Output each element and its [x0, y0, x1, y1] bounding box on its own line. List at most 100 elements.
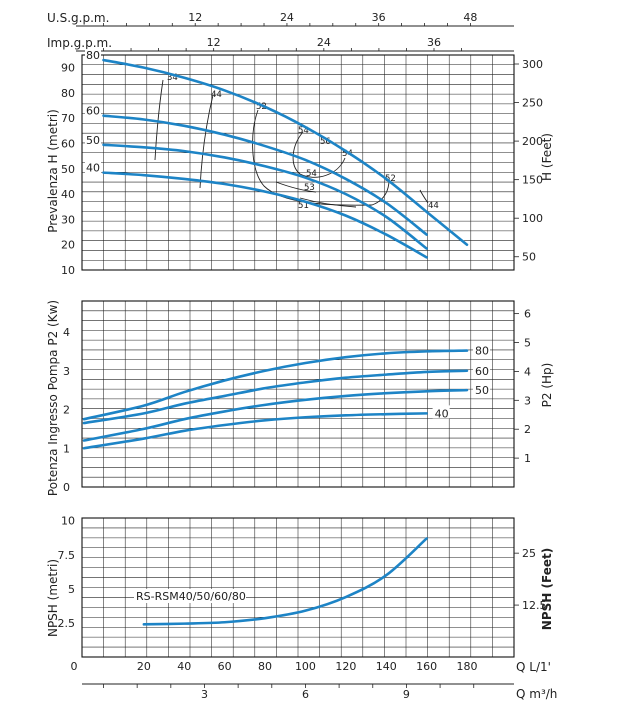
impgpm-tick-label: 12	[207, 36, 221, 49]
impgpm-tick-label: 24	[317, 36, 331, 49]
power-curve-label: 40	[435, 407, 449, 420]
power-curve-label: 60	[475, 365, 489, 378]
flow-lmin-tick-label: 140	[376, 660, 397, 673]
efficiency-contour-54-loop	[292, 131, 346, 178]
impgpm-tick-label: 36	[427, 36, 441, 49]
performance-curves: 80 60 50 40 80 60 50 40	[82, 49, 490, 626]
head-curve-label: 50	[86, 134, 100, 147]
panel-frame	[81, 517, 515, 658]
head-curve-60	[102, 114, 428, 236]
efficiency-labels: 34 44 52 54 56 54 53 51 52 44 54	[167, 73, 439, 211]
flow-lmin-tick-label: 180	[457, 660, 478, 673]
head-y2-tick-label: 200	[522, 135, 543, 148]
power-curve-label-bg	[473, 342, 490, 356]
head-y-axis-label: Prevalenza H (metri)	[46, 109, 60, 233]
power-curve-label-bg	[473, 382, 490, 396]
power-curve-40	[82, 412, 428, 450]
efficiency-label: 54	[306, 169, 317, 179]
power-y-axis-label: Potenza Ingresso Pompa P2 (Kw)	[46, 300, 60, 496]
power-y-tick-label: 2	[63, 404, 70, 417]
efficiency-label: 54	[342, 149, 353, 159]
power-curve-50	[82, 388, 469, 442]
power-y2-tick-label: 3	[524, 394, 531, 407]
head-y-tick-label: 40	[61, 188, 75, 201]
power-y-tick-label: 0	[63, 481, 70, 494]
power-curve-80	[82, 349, 469, 421]
efficiency-contour-51	[299, 197, 357, 208]
head-y-tick-label: 60	[61, 138, 75, 151]
power-y2-tick-label: 6	[524, 308, 531, 321]
power-y2-tick-label: 2	[524, 423, 531, 436]
chart-grids	[76, 23, 519, 688]
npsh-y2-tick-label: 25	[522, 547, 536, 560]
usgpm-tick-label: 48	[463, 11, 477, 24]
power-curve-label: 50	[475, 384, 489, 397]
efficiency-label: 44	[428, 201, 439, 211]
flow-lmin-tick-label: 20	[137, 660, 151, 673]
npsh-y2-tick-label: 12.5	[522, 599, 547, 612]
power-curve-label-bg	[473, 362, 490, 376]
head-curve-label-bg	[85, 49, 101, 62]
flow-lmin-tick-label: 100	[295, 660, 316, 673]
usgpm-tick-label: 24	[280, 11, 294, 24]
head-y-tick-label: 80	[61, 87, 75, 100]
head-curve-label-bg	[85, 161, 101, 174]
npsh-y-tick-label: 7.5	[58, 549, 76, 562]
efficiency-contour-44	[199, 94, 214, 189]
head-y2-tick-label: 150	[522, 174, 543, 187]
head-curve-label: 80	[86, 49, 100, 62]
head-y2-tick-label: 100	[522, 212, 543, 225]
power-y-tick-label: 1	[63, 442, 70, 455]
flow-lmin-tick-label: 120	[335, 660, 356, 673]
efficiency-label: 51	[298, 201, 309, 211]
efficiency-contour-53	[275, 181, 317, 193]
head-curve-label: 60	[86, 105, 100, 118]
head-y-tick-label: 30	[61, 213, 75, 226]
power-curve-label-bg	[432, 405, 450, 419]
power-y2-tick-label: 4	[524, 365, 531, 378]
head-y-tick-label: 70	[61, 112, 75, 125]
usgpm-tick-label: 36	[372, 11, 386, 24]
npsh-y-axis-label: NPSH (metri)	[46, 559, 60, 637]
head-curve-label-bg	[85, 133, 101, 146]
flow-m3h-axis-label: Q m³/h	[516, 687, 557, 701]
efficiency-label: 56	[320, 137, 331, 147]
flow-lmin-tick-label: 80	[258, 660, 272, 673]
power-y2-tick-label: 5	[524, 337, 531, 350]
npsh-y-tick-label: 2.5	[58, 617, 76, 630]
flow-lmin-tick-label: 0	[71, 660, 78, 673]
power-y2-tick-label: 1	[524, 452, 531, 465]
head-y2-axis-label: H (Feet)	[540, 133, 554, 181]
head-curve-50	[102, 143, 428, 250]
head-y-tick-label: 50	[61, 163, 75, 176]
power-y-tick-label: 4	[63, 326, 70, 339]
flow-lmin-tick-label: 160	[416, 660, 437, 673]
npsh-y-tick-label: 5	[68, 583, 75, 596]
head-y2-tick-label: 300	[522, 58, 543, 71]
efficiency-label: 52	[385, 174, 396, 184]
head-y2-tick-label: 50	[522, 251, 536, 264]
efficiency-label: 52	[256, 102, 267, 112]
flow-lmin-tick-label: 60	[218, 660, 232, 673]
panel-frame	[81, 300, 515, 488]
head-y-tick-label: 90	[61, 62, 75, 75]
power-y2-axis-label: P2 (Hp)	[540, 363, 554, 408]
efficiency-label: 34	[167, 73, 178, 83]
power-curve-label: 80	[475, 345, 489, 358]
flow-lmin-tick-label: 40	[177, 660, 191, 673]
usgpm-tick-label: 12	[188, 11, 202, 24]
head-y2-tick-label: 250	[522, 97, 543, 110]
power-curve-60	[82, 369, 469, 425]
flow-m3h-tick-label: 9	[403, 688, 410, 701]
efficiency-label: 44	[211, 90, 222, 100]
head-curve-40	[102, 171, 428, 259]
head-curve-80	[102, 58, 469, 247]
flow-m3h-tick-label: 3	[201, 688, 208, 701]
npsh-y-tick-label: 10	[61, 515, 75, 528]
efficiency-label: 53	[304, 183, 315, 193]
efficiency-contour-44-right	[419, 189, 429, 204]
panel-frame	[81, 54, 515, 271]
npsh-y2-axis-label: NPSH (Feet)	[540, 548, 554, 630]
